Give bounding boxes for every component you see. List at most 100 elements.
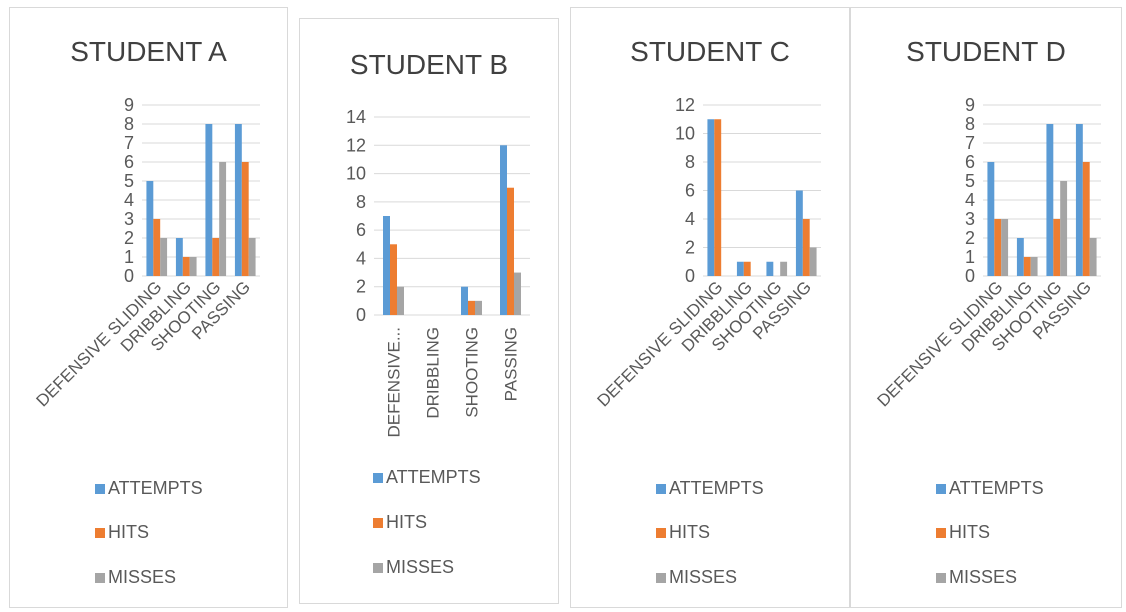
- legend-label: HITS: [108, 522, 150, 542]
- bar-hits: [153, 219, 161, 276]
- legend-item-misses: MISSES: [656, 567, 737, 588]
- legend-label: ATTEMPTS: [949, 478, 1044, 498]
- y-tick-label: 0: [965, 266, 975, 286]
- bar-hits: [743, 261, 751, 276]
- bar-misses: [1030, 257, 1038, 276]
- y-tick-label: 6: [124, 152, 134, 172]
- y-tick-label: 5: [965, 171, 975, 191]
- legend-swatch-attempts: [656, 483, 666, 494]
- legend-item-attempts: ATTEMPTS: [95, 478, 203, 499]
- y-tick-label: 4: [685, 209, 695, 229]
- y-tick-label: 6: [965, 152, 975, 172]
- bar-attempts: [1075, 124, 1083, 276]
- bar-attempts: [987, 162, 995, 276]
- y-tick-label: 14: [346, 107, 366, 127]
- y-tick-label: 6: [685, 181, 695, 201]
- bar-attempts: [1016, 238, 1024, 276]
- y-tick-label: 6: [356, 220, 366, 240]
- chart-title: STUDENT D: [906, 36, 1066, 67]
- y-tick-label: 1: [124, 247, 134, 267]
- chart-panel-student-c: STUDENT C 0 2 4 6 8 10 12 DEFENSIVE SLIDING DRIB…: [570, 7, 850, 608]
- bar-attempts: [1046, 124, 1054, 276]
- legend-label: ATTEMPTS: [386, 467, 481, 487]
- y-tick-label: 4: [356, 248, 366, 268]
- bar-attempts: [205, 124, 213, 276]
- legend-swatch-misses: [95, 572, 105, 583]
- legend-swatch-misses: [373, 562, 383, 573]
- y-tick-label: 8: [965, 114, 975, 134]
- bar-misses: [514, 272, 521, 315]
- y-tick-label: 0: [124, 266, 134, 286]
- bar-attempts: [383, 216, 390, 315]
- bar-misses: [475, 300, 482, 315]
- legend-item-misses: MISSES: [936, 567, 1017, 588]
- y-tick-label: 12: [346, 135, 366, 155]
- bar-misses: [160, 238, 168, 276]
- y-tick-label: 3: [124, 209, 134, 229]
- bar-hits: [212, 238, 220, 276]
- bar-attempts: [766, 261, 774, 276]
- legend-item-hits: HITS: [936, 522, 990, 543]
- bar-attempts: [707, 119, 715, 276]
- y-tick-label: 12: [675, 95, 695, 115]
- legend-label: ATTEMPTS: [669, 478, 764, 498]
- y-tick-label: 4: [965, 190, 975, 210]
- y-tick-label: 10: [675, 124, 695, 144]
- bar-hits: [241, 162, 249, 276]
- bar-hits: [468, 300, 475, 315]
- x-category-label: DEFENSIVE SLIDING: [874, 277, 1007, 410]
- bar-attempts: [500, 145, 507, 315]
- legend-label: ATTEMPTS: [108, 478, 203, 498]
- bar-misses: [780, 261, 788, 276]
- y-tick-label: 10: [346, 164, 366, 184]
- chart-panel-student-b: STUDENT B 0 2 4 6 8 10 12 14 DEFENSIVE... DRIBBLI…: [299, 18, 559, 604]
- bar-misses: [219, 162, 227, 276]
- legend-item-misses: MISSES: [95, 567, 176, 588]
- y-tick-label: 2: [124, 228, 134, 248]
- legend-swatch-hits: [373, 517, 383, 528]
- legend-item-attempts: ATTEMPTS: [936, 478, 1044, 499]
- x-category-label: DEFENSIVE...: [385, 327, 404, 438]
- chart-panel-student-a: STUDENT A 0 1 2 3 4 5 6 7 8 9 DEFENSIVE SLIDING DRI…: [9, 7, 288, 608]
- y-tick-label: 7: [124, 133, 134, 153]
- y-tick-label: 3: [965, 209, 975, 229]
- chart-title: STUDENT A: [70, 36, 227, 67]
- y-tick-label: 9: [124, 95, 134, 115]
- y-tick-label: 7: [965, 133, 975, 153]
- y-tick-label: 8: [685, 152, 695, 172]
- bar-hits: [507, 187, 514, 315]
- y-tick-label: 9: [965, 95, 975, 115]
- legend-label: HITS: [949, 522, 991, 542]
- legend-swatch-misses: [936, 572, 946, 583]
- legend-item-misses: MISSES: [373, 557, 454, 578]
- chart-plot-student-b: 0 2 4 6 8 10 12 14 DEFENSIVE... DRIBBLING SHOOTING…: [346, 107, 530, 438]
- bar-hits: [1053, 219, 1061, 276]
- legend-item-hits: HITS: [95, 522, 149, 543]
- legend-swatch-hits: [95, 527, 105, 538]
- y-tick-label: 2: [356, 277, 366, 297]
- legend-swatch-misses: [656, 572, 666, 583]
- bar-attempts: [146, 181, 154, 276]
- x-category-label: SHOOTING: [463, 327, 482, 418]
- bar-attempts: [795, 190, 803, 276]
- legend-item-hits: HITS: [656, 522, 710, 543]
- legend-item-attempts: ATTEMPTS: [656, 478, 764, 499]
- legend-label: HITS: [386, 512, 428, 532]
- y-tick-label: 2: [685, 238, 695, 258]
- bar-misses: [189, 257, 197, 276]
- legend-label: MISSES: [108, 567, 177, 587]
- y-tick-label: 1: [965, 247, 975, 267]
- y-tick-label: 4: [124, 190, 134, 210]
- x-category-label: PASSING: [502, 327, 521, 401]
- x-category-label: DRIBBLING: [424, 327, 443, 419]
- bar-hits: [1082, 162, 1090, 276]
- legend-swatch-attempts: [936, 483, 946, 494]
- bar-hits: [994, 219, 1002, 276]
- bar-attempts: [461, 286, 468, 315]
- bar-attempts: [175, 238, 183, 276]
- y-tick-label: 8: [356, 192, 366, 212]
- bar-misses: [1001, 219, 1009, 276]
